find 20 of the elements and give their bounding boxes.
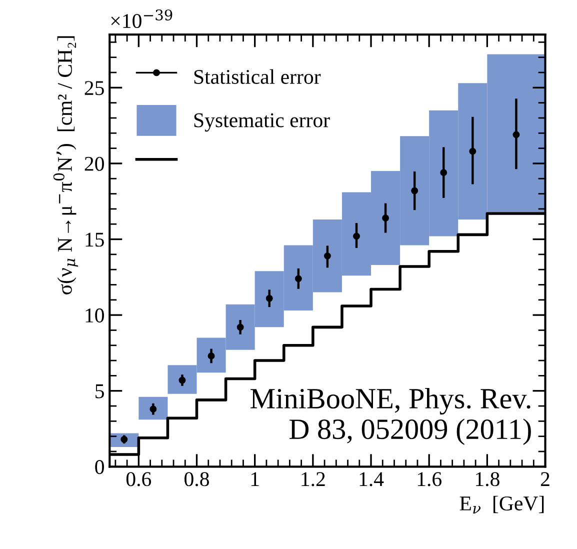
y-tick-label: 25 [84,81,104,96]
legend-label: Systematic error [194,113,330,132]
x-tick-label: 1.2 [302,472,325,486]
y-tick-label: 20 [84,156,104,171]
legend-label: Statistical error [194,69,321,84]
y-tick-label: 5 [96,384,104,398]
x-tick-label: 1.6 [418,472,442,486]
y-tick-label: 15 [86,232,104,247]
x-tick-label: 0.6 [126,472,152,486]
x-axis-title: E$_{ν}$ [GeV] [460,496,544,514]
y-tick-label: 10 [86,308,104,322]
y-tick-label: 0 [95,460,104,474]
x-tick-label: 2 [540,472,550,486]
x-tick-label: 1.8 [476,472,500,486]
x-tick-label: 1.4 [360,472,384,486]
x-tick-label: 0.8 [184,472,209,486]
x-tick-label: 1 [251,472,259,486]
y-axis-title: σ(ν$_{μ}$ N→μ$^{−}$π$^{0}$N’) [cm² / CH₂] [53,36,78,294]
annotation: MiniBooNE, Phys. Rev. D 83, 052009 (2011) [250,388,531,446]
text: ×10$^{−39}$ [111,9,172,28]
